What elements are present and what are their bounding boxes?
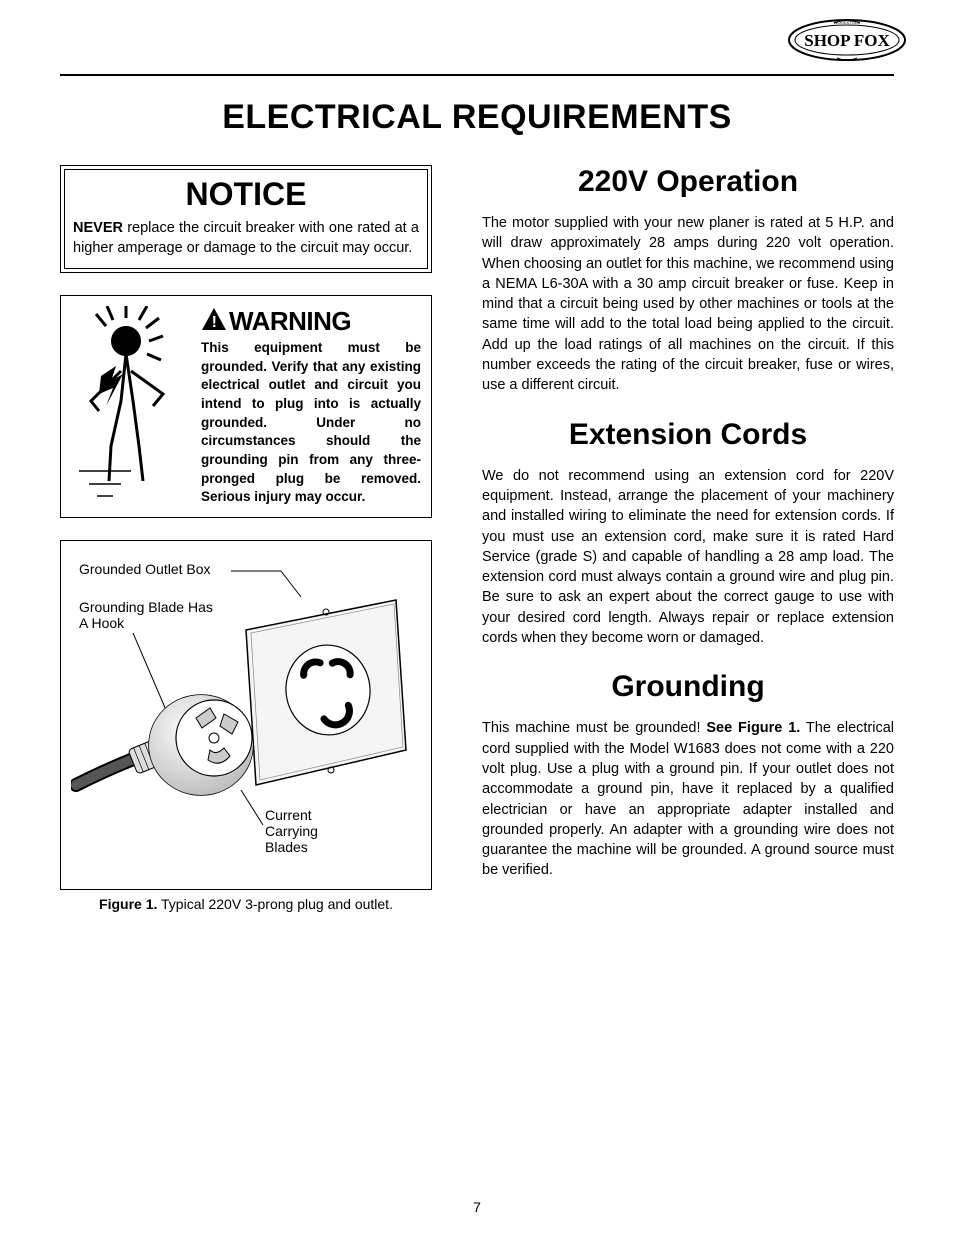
- figure-caption: Figure 1. Typical 220V 3-prong plug and …: [60, 896, 432, 912]
- notice-box: NOTICE NEVER replace the circuit breaker…: [60, 165, 432, 273]
- section-body-220v: The motor supplied with your new planer …: [482, 213, 894, 396]
- section-body-grounding: This machine must be grounded! See Figur…: [482, 718, 894, 880]
- brand-logo: SHOP FOX WOODSTOCK: [782, 16, 912, 64]
- section-title-grounding: Grounding: [482, 670, 894, 704]
- warning-box: ! WARNING This equipment must be grounde…: [60, 295, 432, 518]
- notice-text: replace the circuit breaker with one rat…: [73, 220, 419, 256]
- figure-label-outlet: Grounded Outlet Box: [79, 561, 211, 577]
- page-number: 7: [0, 1199, 954, 1215]
- section-body-extension: We do not recommend using an extension c…: [482, 466, 894, 649]
- page-header: SHOP FOX WOODSTOCK: [60, 20, 894, 76]
- warning-body: This equipment must be grounded. Verify …: [201, 339, 421, 507]
- section-title-extension: Extension Cords: [482, 418, 894, 452]
- notice-bold: NEVER: [73, 220, 123, 236]
- figure-label-hook: Grounding Blade Has A Hook: [79, 599, 213, 631]
- section-title-220v: 220V Operation: [482, 165, 894, 199]
- notice-body: NEVER replace the circuit breaker with o…: [73, 219, 419, 258]
- warning-title: ! WARNING: [201, 306, 421, 337]
- warning-title-text: WARNING: [229, 306, 351, 337]
- notice-title: NOTICE: [73, 176, 419, 213]
- page-title: ELECTRICAL REQUIREMENTS: [60, 98, 894, 137]
- shock-hazard-icon: [71, 306, 191, 506]
- svg-text:SHOP FOX: SHOP FOX: [804, 31, 890, 50]
- svg-text:WOODSTOCK: WOODSTOCK: [834, 20, 861, 25]
- figure-1-box: Grounded Outlet Box Grounding Blade Has …: [60, 540, 432, 890]
- warning-triangle-icon: !: [201, 307, 227, 336]
- figure-label-blades: Current Carrying Blades: [265, 807, 318, 855]
- svg-text:!: !: [212, 314, 217, 331]
